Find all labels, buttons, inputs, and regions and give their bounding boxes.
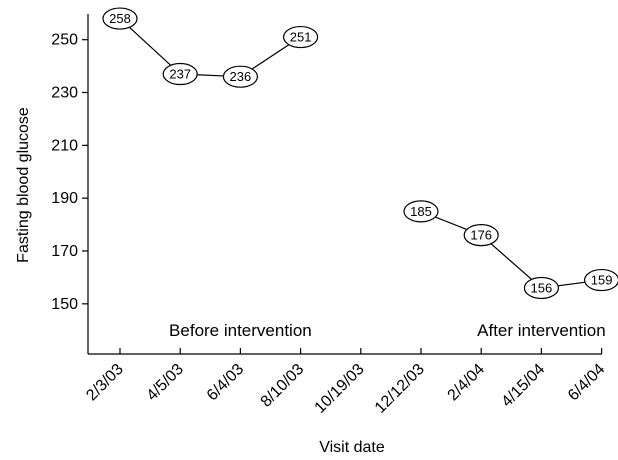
- data-points: 258 237 236 251 185 176 156 159: [102, 7, 618, 300]
- data-label: 236: [230, 69, 252, 84]
- data-point: [463, 224, 499, 247]
- data-point: [222, 65, 258, 88]
- annotation-label: After intervention: [477, 321, 606, 340]
- data-label: 251: [290, 30, 312, 45]
- data-label: 176: [470, 228, 492, 243]
- x-tick-label: 10/19/03: [312, 361, 368, 417]
- data-label: 185: [410, 204, 432, 219]
- x-tick-label: 8/10/03: [258, 361, 308, 411]
- data-point: [283, 25, 319, 49]
- x-tick-label: 6/4/03: [204, 361, 248, 405]
- x-tick-label: 4/5/03: [144, 361, 188, 405]
- data-point: [523, 276, 560, 300]
- data-label: 156: [531, 280, 553, 295]
- x-tick-label: 2/4/04: [445, 361, 489, 405]
- y-tick-label: 150: [51, 296, 78, 313]
- x-tick-label: 2/3/03: [83, 361, 127, 405]
- y-tick-label: 210: [51, 137, 78, 154]
- series-line-2: [420, 210, 602, 289]
- x-tick-label: 6/4/04: [565, 361, 609, 405]
- y-tick-label: 170: [51, 243, 78, 260]
- data-point: [584, 268, 618, 292]
- y-tick-label: 230: [51, 85, 78, 102]
- data-label: 159: [591, 273, 613, 288]
- y-tick-label: 190: [51, 190, 78, 207]
- data-label: 258: [109, 11, 131, 26]
- x-tick-label: 12/12/03: [372, 361, 428, 417]
- x-tick-label: 4/15/04: [498, 361, 548, 411]
- y-axis-title: Fasting blood glucose: [15, 107, 32, 263]
- x-axis-title: Visit date: [319, 439, 385, 456]
- data-point: [102, 7, 138, 30]
- data-point: [162, 62, 198, 86]
- data-point: [403, 200, 439, 223]
- series-lines: [119, 18, 602, 289]
- annotation-label: Before intervention: [169, 321, 312, 340]
- series-line-1: [119, 18, 301, 78]
- y-tick-label: 250: [51, 32, 78, 49]
- data-label: 237: [169, 67, 191, 82]
- annotations: Before intervention After intervention: [169, 321, 606, 340]
- axes: 150 170 190 210 230 250 2/3/03 4/5/03 6/4/03 8/10…: [51, 14, 609, 417]
